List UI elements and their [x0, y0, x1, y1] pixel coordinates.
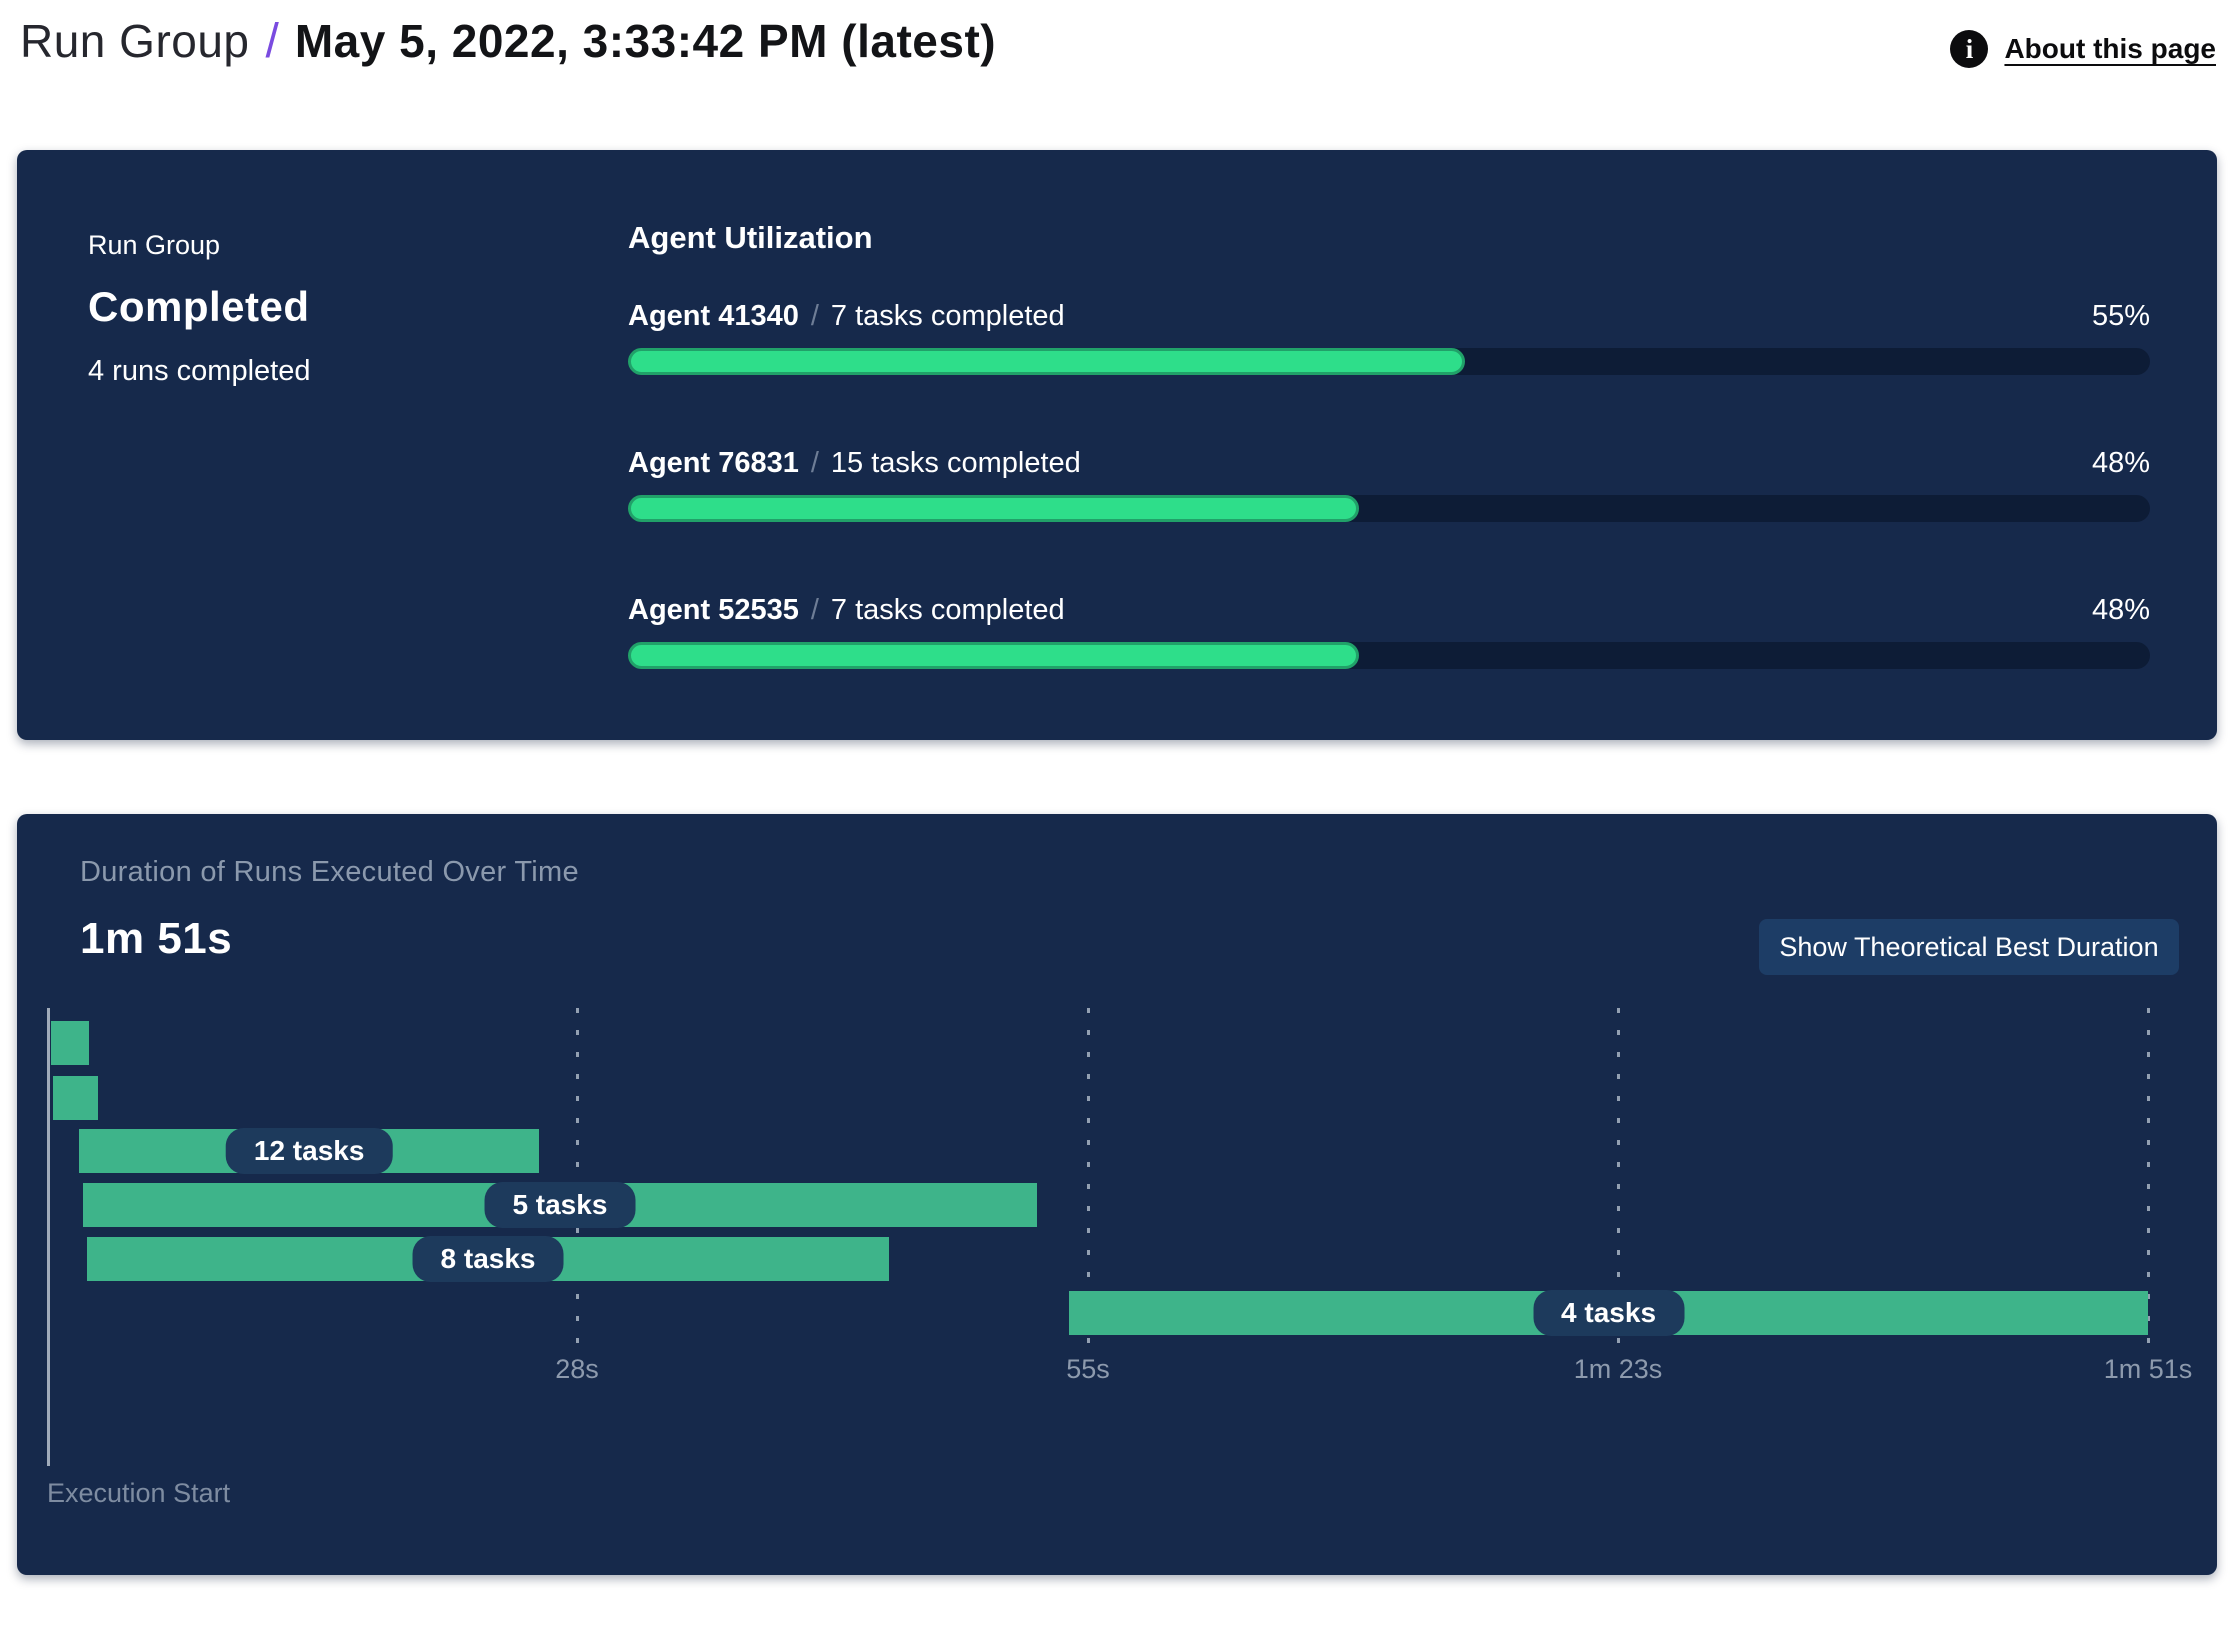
agent-name: Agent 41340 [628, 300, 799, 332]
total-duration-value: 1m 51s [80, 914, 233, 963]
run-summary-panel: Run Group Completed 4 runs completed Age… [17, 150, 2217, 740]
run-status: Completed [88, 283, 310, 330]
about-link-label[interactable]: About this page [2004, 33, 2216, 64]
agent-utilization-row: Agent 41340 / 7 tasks completed 55% [628, 300, 2150, 375]
show-theoretical-best-duration-button[interactable]: Show Theoretical Best Duration [1759, 919, 2179, 975]
agent-tasks-completed: 7 tasks completed [830, 594, 1065, 626]
time-gridline [1087, 1008, 1091, 1348]
runs-completed-count: 4 runs completed [88, 355, 311, 387]
run-duration-bar[interactable]: 4 tasks [1069, 1290, 2148, 1336]
duration-chart-title: Duration of Runs Executed Over Time [80, 856, 579, 888]
agent-utilization-fill [628, 642, 1359, 669]
agent-utilization-track [628, 495, 2150, 522]
time-gridline [1617, 1008, 1621, 1348]
agent-utilization-fill [628, 348, 1466, 375]
run-duration-bar[interactable] [52, 1076, 99, 1120]
agent-tasks-completed: 15 tasks completed [830, 447, 1081, 479]
agent-utilization-section: Agent Utilization Agent 41340 / 7 tasks co… [628, 220, 2150, 669]
agent-utilization-row: Agent 52535 / 7 tasks completed 48% [628, 594, 2150, 669]
task-count-pill: 12 tasks [225, 1128, 393, 1174]
task-count-pill: 8 tasks [412, 1236, 564, 1282]
agent-utilization-percent: 48% [2091, 447, 2150, 479]
breadcrumb-separator: / [265, 15, 279, 68]
duration-chart-panel: Duration of Runs Executed Over Time 1m 5… [17, 814, 2217, 1575]
time-tick-label: 1m 51s [2103, 1354, 2193, 1384]
run-duration-bar[interactable]: 5 tasks [82, 1182, 1037, 1228]
agent-utilization-percent: 48% [2091, 594, 2150, 626]
task-count-pill: 4 tasks [1533, 1290, 1685, 1336]
about-this-page-link[interactable]: i About this page [1950, 30, 2216, 68]
run-duration-bar[interactable] [50, 1021, 89, 1065]
agent-utilization-fill [628, 495, 1359, 522]
execution-start-axis-line [47, 1008, 50, 1466]
page-title: May 5, 2022, 3:33:42 PM (latest) [294, 15, 997, 67]
agent-separator: / [810, 594, 819, 626]
breadcrumb-run-group[interactable]: Run Group [20, 15, 250, 67]
agent-tasks-completed: 7 tasks completed [830, 300, 1065, 332]
time-tick-label: 55s [1066, 1354, 1110, 1384]
agent-utilization-percent: 55% [2091, 300, 2150, 332]
time-gridline [575, 1008, 579, 1348]
execution-start-label: Execution Start [47, 1478, 231, 1508]
agent-name: Agent 76831 [628, 447, 799, 479]
run-group-label: Run Group [88, 230, 221, 260]
agent-separator: / [810, 300, 819, 332]
breadcrumb: Run Group / May 5, 2022, 3:33:42 PM (lat… [20, 14, 996, 69]
run-duration-bar[interactable]: 8 tasks [86, 1236, 890, 1282]
agent-name: Agent 52535 [628, 594, 799, 626]
agent-separator: / [810, 447, 819, 479]
page-header: Run Group / May 5, 2022, 3:33:42 PM (lat… [20, 8, 2216, 88]
time-tick-label: 28s [555, 1354, 599, 1384]
task-count-pill: 5 tasks [484, 1182, 636, 1228]
time-gridline [2147, 1008, 2150, 1348]
run-summary: Run Group Completed 4 runs completed [88, 230, 310, 388]
time-tick-label: 1m 23s [1573, 1354, 1663, 1384]
duration-gantt-chart: Execution Start 28s 55s 1m 23s 1m 51s 12 tas… [47, 1008, 2192, 1508]
run-duration-bar[interactable]: 12 tasks [79, 1128, 540, 1174]
agent-utilization-row: Agent 76831 / 15 tasks completed 48% [628, 447, 2150, 522]
info-icon[interactable]: i [1950, 30, 1989, 68]
agent-utilization-heading: Agent Utilization [628, 220, 873, 255]
agent-utilization-track [628, 642, 2150, 669]
agent-utilization-track [628, 348, 2150, 375]
